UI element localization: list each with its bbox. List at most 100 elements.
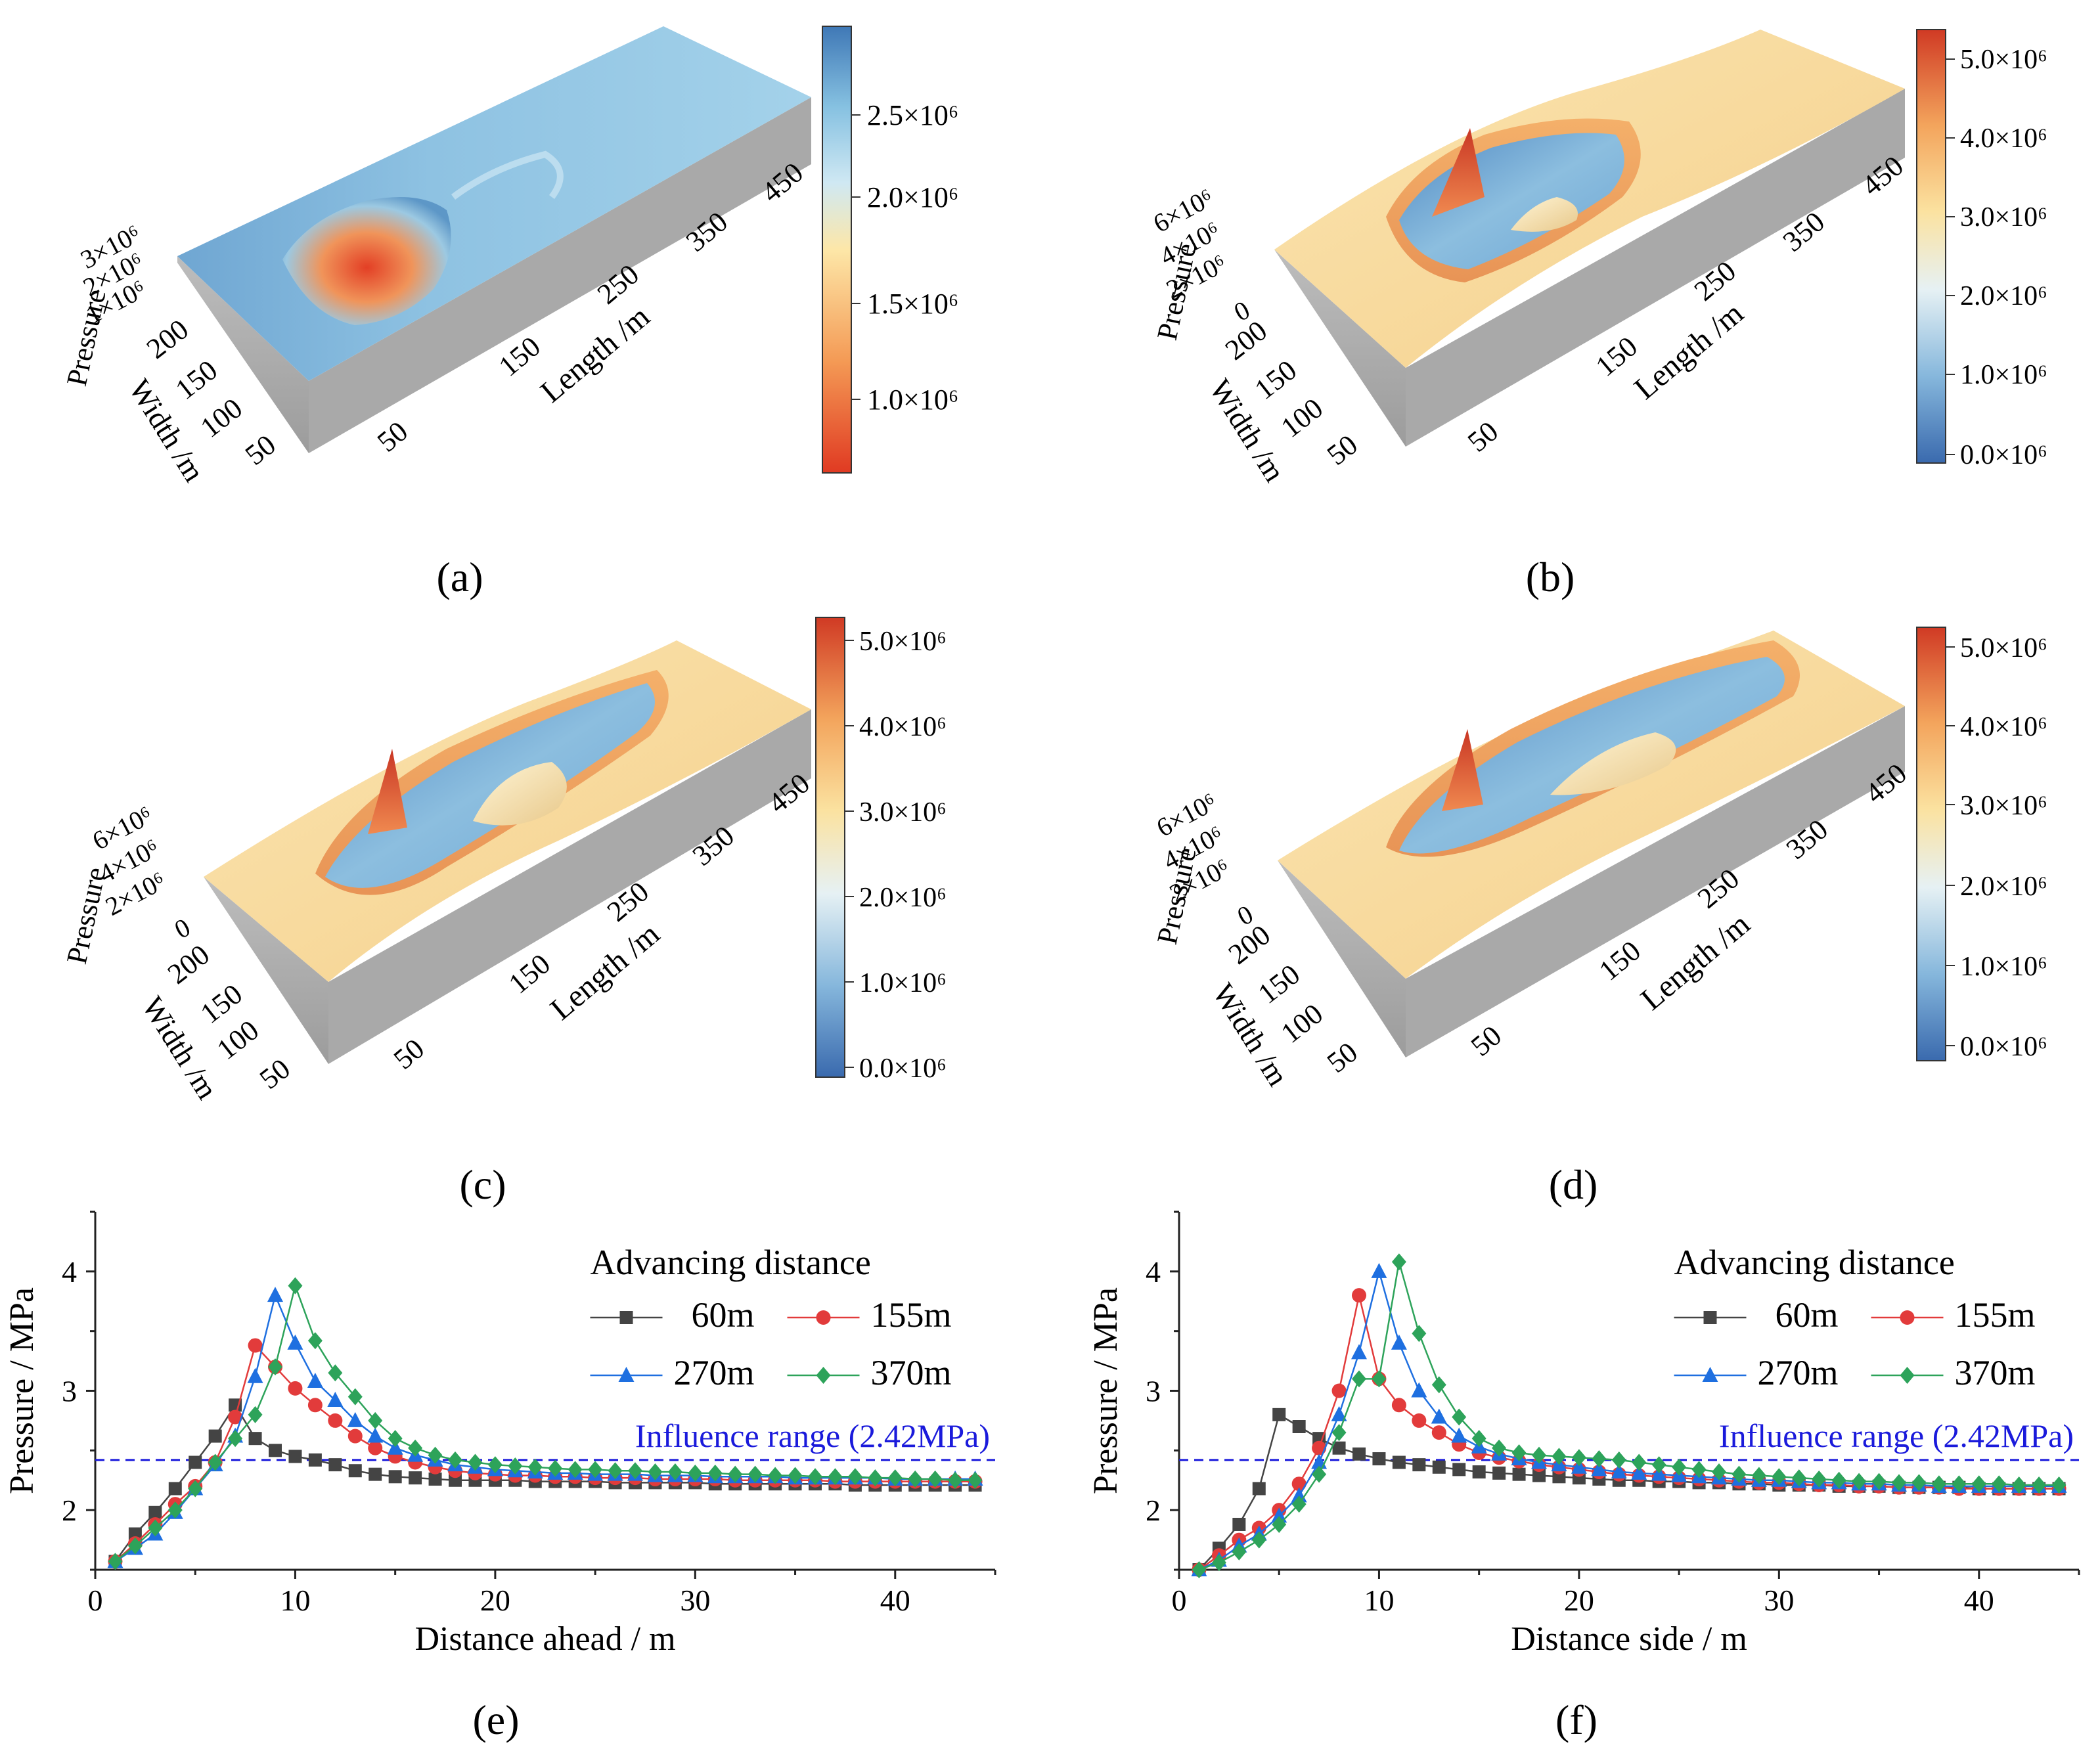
- width-tick: 50: [1321, 1036, 1364, 1079]
- data-point: [948, 1471, 963, 1489]
- data-point: [1571, 1458, 1587, 1474]
- data-point: [508, 1457, 523, 1475]
- pressure-tick: 0: [169, 912, 195, 944]
- data-point: [1312, 1465, 1327, 1483]
- width-tick: 50: [1321, 428, 1364, 472]
- data-point: [868, 1469, 883, 1487]
- data-point: [1512, 1467, 1526, 1481]
- block-side-face: [309, 97, 811, 453]
- data-point: [287, 1334, 303, 1350]
- colorbar-tick: 2.5×10⁶: [867, 99, 958, 131]
- data-point: [1372, 1452, 1386, 1466]
- legend-title: Advancing distance: [591, 1243, 871, 1282]
- block-front-face: [1278, 860, 1406, 1057]
- data-point: [328, 1413, 343, 1428]
- data-point: [1472, 1465, 1486, 1479]
- data-point: [828, 1468, 843, 1486]
- data-point: [228, 1430, 243, 1448]
- data-point: [1391, 1253, 1406, 1271]
- data-point: [588, 1461, 603, 1478]
- data-point: [1431, 1408, 1447, 1424]
- peak-spike: [1432, 128, 1485, 217]
- legend-label: 60m: [691, 1295, 754, 1335]
- x-tick-label: 20: [1564, 1584, 1594, 1617]
- data-point: [1651, 1456, 1666, 1474]
- width-tick: 200: [1219, 315, 1273, 366]
- data-point: [2051, 1476, 2066, 1494]
- data-point: [887, 1469, 903, 1487]
- data-point: [229, 1398, 242, 1412]
- width-tick: 200: [1222, 919, 1276, 971]
- data-point: [1751, 1467, 1766, 1484]
- legend-label: 370m: [1954, 1353, 2035, 1392]
- data-point: [1511, 1444, 1527, 1461]
- length-tick: 50: [388, 1032, 430, 1076]
- colorbar-tick: 2.0×10⁶: [859, 883, 947, 913]
- colorbar-c: 5.0×10⁶ 4.0×10⁶ 3.0×10⁶ 2.0×10⁶ 1.0×10⁶ …: [815, 617, 947, 1084]
- colorbar-tick: 4.0×10⁶: [1960, 712, 2047, 742]
- data-point: [568, 1461, 583, 1478]
- data-point: [1492, 1466, 1506, 1480]
- width-tick: 100: [1275, 998, 1329, 1050]
- colorbar-tick: 0.0×10⁶: [1960, 440, 2047, 470]
- data-point: [1651, 1465, 1667, 1481]
- colorbar-gradient: [1916, 627, 1946, 1061]
- data-point: [1552, 1448, 1567, 1465]
- data-point: [1571, 1449, 1586, 1467]
- data-point: [1532, 1469, 1546, 1482]
- data-point: [707, 1464, 723, 1482]
- colorbar-tick: 1.0×10⁶: [1960, 360, 2047, 390]
- data-point: [1352, 1370, 1366, 1388]
- pit-depression: [325, 683, 655, 888]
- y-tick-label: 2: [62, 1494, 77, 1527]
- data-point: [1452, 1463, 1466, 1476]
- data-point: [189, 1455, 202, 1469]
- data-point: [788, 1467, 803, 1484]
- width-tick: 100: [1275, 392, 1329, 444]
- width-tick: 200: [162, 939, 215, 990]
- data-point: [927, 1470, 943, 1488]
- data-point: [347, 1429, 363, 1444]
- panel-caption: (c): [459, 1161, 506, 1208]
- data-point: [307, 1372, 323, 1388]
- data-point: [1931, 1475, 1946, 1493]
- data-point: [628, 1462, 642, 1480]
- data-point: [1492, 1439, 1507, 1457]
- data-point: [648, 1463, 663, 1481]
- data-point: [1432, 1460, 1446, 1474]
- data-point: [1412, 1325, 1427, 1342]
- data-point: [1592, 1450, 1607, 1468]
- data-point: [108, 1553, 123, 1570]
- data-point: [1431, 1376, 1446, 1394]
- data-point: [688, 1464, 703, 1482]
- central-mound: [1550, 732, 1676, 795]
- width-tick: 150: [169, 354, 223, 406]
- legend-marker: [619, 1311, 633, 1324]
- x-tick-label: 40: [1964, 1584, 1994, 1617]
- legend-marker: [1703, 1311, 1717, 1324]
- data-point: [208, 1453, 223, 1471]
- x-tick-label: 30: [1764, 1584, 1794, 1617]
- data-point: [1831, 1471, 1846, 1489]
- width-tick: 150: [1252, 958, 1306, 1010]
- data-point: [328, 1364, 343, 1382]
- width-tick: 50: [239, 428, 282, 472]
- legend-marker: [816, 1367, 831, 1384]
- data-point: [388, 1470, 402, 1484]
- data-point: [728, 1465, 743, 1483]
- data-point: [1412, 1413, 1427, 1428]
- x-tick-label: 0: [88, 1584, 103, 1617]
- data-point: [248, 1432, 262, 1446]
- x-tick-label: 10: [1364, 1584, 1394, 1617]
- data-point: [307, 1398, 323, 1413]
- panel-caption: (e): [472, 1697, 519, 1743]
- block-side-face: [328, 709, 811, 1064]
- data-point: [168, 1482, 182, 1496]
- data-point: [1452, 1408, 1467, 1426]
- x-tick-label: 40: [880, 1584, 910, 1617]
- data-point: [548, 1459, 563, 1477]
- data-point: [387, 1439, 403, 1455]
- data-point: [408, 1439, 423, 1457]
- data-point: [1852, 1473, 1867, 1490]
